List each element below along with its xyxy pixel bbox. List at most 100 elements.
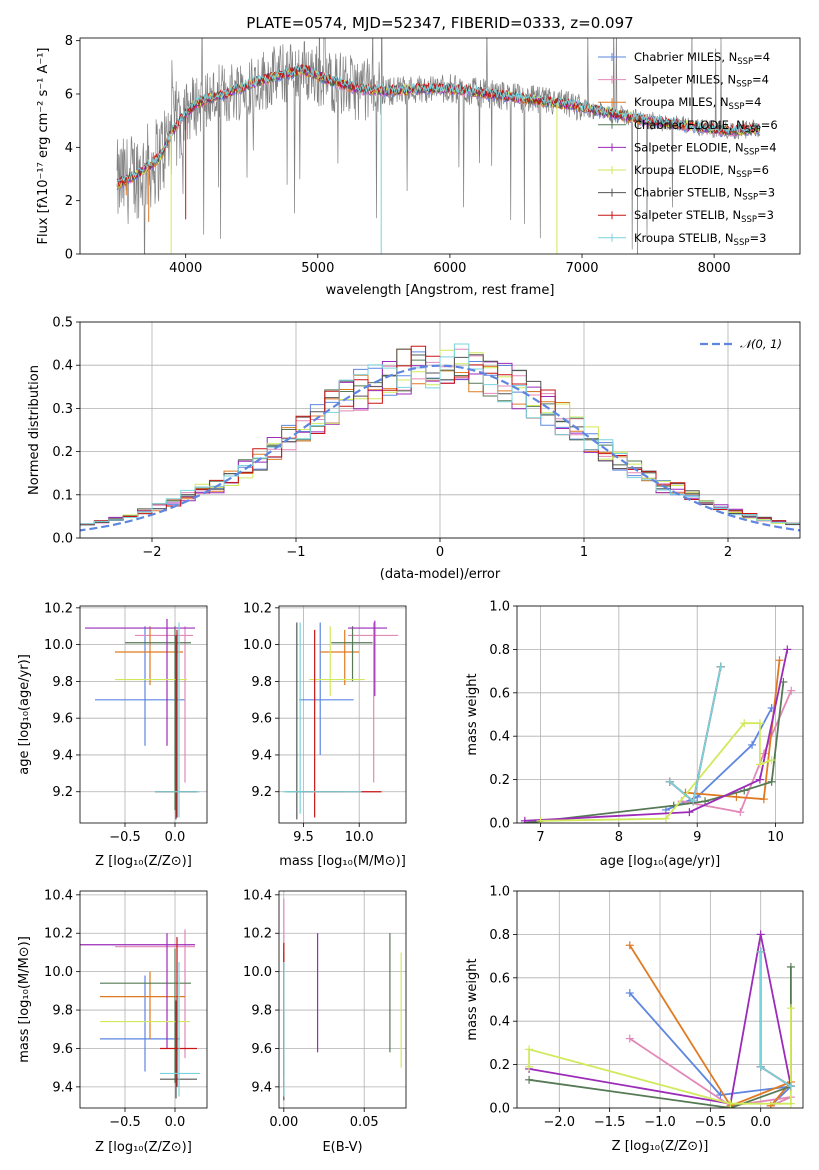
grid xyxy=(80,606,207,823)
y-tick-label: 9.8 xyxy=(251,675,272,690)
y-tick-label: 0 xyxy=(65,248,73,263)
age-vs-z-panel: −0.5 0.0 9.2 9.4 9.6 9.8 10.0 10.2 Z [log₁₀(Z/Z⊙… xyxy=(17,601,208,869)
model-spectrum-KS xyxy=(116,64,761,187)
axes-frame xyxy=(278,605,407,824)
x-tick-label: 5000 xyxy=(301,261,334,276)
normal-curve xyxy=(80,364,800,532)
y-tick-label: 4 xyxy=(65,141,73,156)
weight-marker-KM xyxy=(775,656,784,665)
weight-marker-KS xyxy=(756,1062,765,1071)
y-axis-label: mass weight xyxy=(465,673,480,755)
weight-marker-SE xyxy=(685,808,694,817)
y-tick-label: 0.8 xyxy=(489,928,510,943)
weight-marker-KE xyxy=(525,1062,534,1071)
weight-marker-KE xyxy=(786,1004,795,1013)
y-tick-label: 10.2 xyxy=(44,601,73,616)
y-tick-label: 9.8 xyxy=(52,675,73,690)
x-tick-label: 4000 xyxy=(169,261,202,276)
plot-area xyxy=(80,343,800,532)
x-tick-label: 10.0 xyxy=(345,830,374,845)
x-tick-label: 0 xyxy=(436,545,444,560)
grid xyxy=(279,891,406,1108)
weight-marker-KM xyxy=(625,941,634,950)
weight-line-CM xyxy=(629,992,794,1107)
x-tick-label: −1.5 xyxy=(594,1115,626,1130)
axes-frame xyxy=(278,890,407,1109)
weight-line-KM xyxy=(629,944,792,1107)
grid xyxy=(279,606,406,823)
y-tick-label: 9.4 xyxy=(251,748,272,763)
weight-marker-KE xyxy=(755,760,764,769)
plot-area xyxy=(116,38,761,254)
y-tick-label: 9.8 xyxy=(52,1004,73,1019)
weight-marker-SE xyxy=(756,930,765,939)
plot-area xyxy=(283,620,399,820)
y-tick-label: 0.8 xyxy=(489,643,510,658)
axes-frame xyxy=(79,37,801,255)
legend-label-SM: Salpeter MILES, NSSP=4 xyxy=(634,73,769,90)
y-tick-label: 10.0 xyxy=(44,638,73,653)
mass-vs-z-panel: −0.5 0.0 9.4 9.6 9.8 10.0 10.2 10.4 Z [log₁₀(Z/Z… xyxy=(17,888,208,1155)
y-axis-label: mass [log₁₀(M/M⊙)] xyxy=(17,936,32,1063)
x-tick-label: 0.0 xyxy=(165,830,186,845)
y-tick-label: 8 xyxy=(65,34,73,49)
mass-weight-vs-age-panel: 7 8 9 10 0.0 0.2 0.4 0.6 0.8 1.0 age [log₁₀(age/yr… xyxy=(465,600,804,869)
x-axis-label: Z [log₁₀(Z/Z⊙)] xyxy=(95,1140,192,1155)
weight-marker-SM xyxy=(736,808,745,817)
legend-label-SE: Salpeter ELODIE, NSSP=4 xyxy=(634,140,777,157)
weight-marker-KS xyxy=(665,777,674,786)
y-tick-label: 9.6 xyxy=(251,1042,272,1057)
plot-area xyxy=(85,618,200,820)
weight-marker-KE xyxy=(726,1099,735,1108)
weight-line-SE xyxy=(528,934,792,1105)
x-tick-label: −0.5 xyxy=(109,1115,141,1130)
legend-label-SS: Salpeter STELIB, NSSP=3 xyxy=(634,208,774,225)
weight-marker-KS xyxy=(716,662,725,671)
y-tick-label: 9.4 xyxy=(251,1080,272,1095)
weight-marker-KE xyxy=(536,816,545,823)
x-tick-label: 8 xyxy=(615,830,623,845)
grid xyxy=(80,891,207,1108)
y-tick-label: 10.2 xyxy=(243,927,272,942)
weight-marker-SE xyxy=(755,775,764,784)
age-vs-mass-panel: 9.5 10.0 9.2 9.4 9.6 9.8 10.0 10.2 mass [log₁₀(M… xyxy=(243,601,407,869)
y-tick-label: 0.0 xyxy=(489,1102,510,1117)
x-axis-label: age [log₁₀(age/yr)] xyxy=(600,854,721,869)
y-tick-label: 10.2 xyxy=(243,601,272,616)
histogram-KS xyxy=(80,343,800,528)
y-axis-label: age [log₁₀(age/yr)] xyxy=(17,654,32,775)
weight-line-KE xyxy=(540,722,773,822)
y-tick-label: 9.8 xyxy=(251,1004,272,1019)
y-tick-label: 9.6 xyxy=(251,712,272,727)
axes-frame xyxy=(516,890,804,1109)
mass-weight-vs-z-panel: −2.0 −1.5 −1.0 −0.5 0.0 0.0 0.2 0.4 0.6 0.8 1.0 Z [… xyxy=(465,885,804,1154)
y-tick-label: 0.0 xyxy=(52,532,73,547)
x-tick-label: 8000 xyxy=(698,261,731,276)
x-axis-label: (data-model)/error xyxy=(380,567,501,582)
x-tick-label: −1 xyxy=(286,545,305,560)
y-tick-label: 0.5 xyxy=(52,316,73,331)
y-tick-label: 0.4 xyxy=(489,730,510,745)
x-tick-label: 7000 xyxy=(565,261,598,276)
plot-area xyxy=(80,929,200,1099)
weight-marker-KE xyxy=(767,756,776,765)
figure-title: PLATE=0574, MJD=52347, FIBERID=0333, z=0… xyxy=(246,14,633,32)
y-axis-label: Flux [fλ10⁻¹⁷ erg cm⁻² s⁻¹ A⁻¹] xyxy=(36,48,51,245)
y-tick-label: 6 xyxy=(65,88,73,103)
weight-line-SM xyxy=(629,1037,792,1107)
plot-area xyxy=(283,898,402,1101)
legend-label-KS: Kroupa STELIB, NSSP=3 xyxy=(634,231,766,248)
x-tick-label: 7 xyxy=(536,830,544,845)
x-axis-label: mass [log₁₀(M/M⊙)] xyxy=(279,854,406,869)
weight-marker-CE xyxy=(786,962,795,971)
y-tick-label: 0.6 xyxy=(489,971,510,986)
axes-frame xyxy=(79,605,208,824)
plot-area xyxy=(520,645,796,823)
weight-line-KM xyxy=(685,660,781,801)
weight-marker-SM xyxy=(625,1034,634,1043)
x-axis-label: Z [log₁₀(Z/Z⊙)] xyxy=(612,1139,709,1154)
x-tick-label: −2.0 xyxy=(544,1115,576,1130)
y-tick-label: 0.1 xyxy=(52,488,73,503)
y-tick-label: 9.6 xyxy=(52,712,73,727)
